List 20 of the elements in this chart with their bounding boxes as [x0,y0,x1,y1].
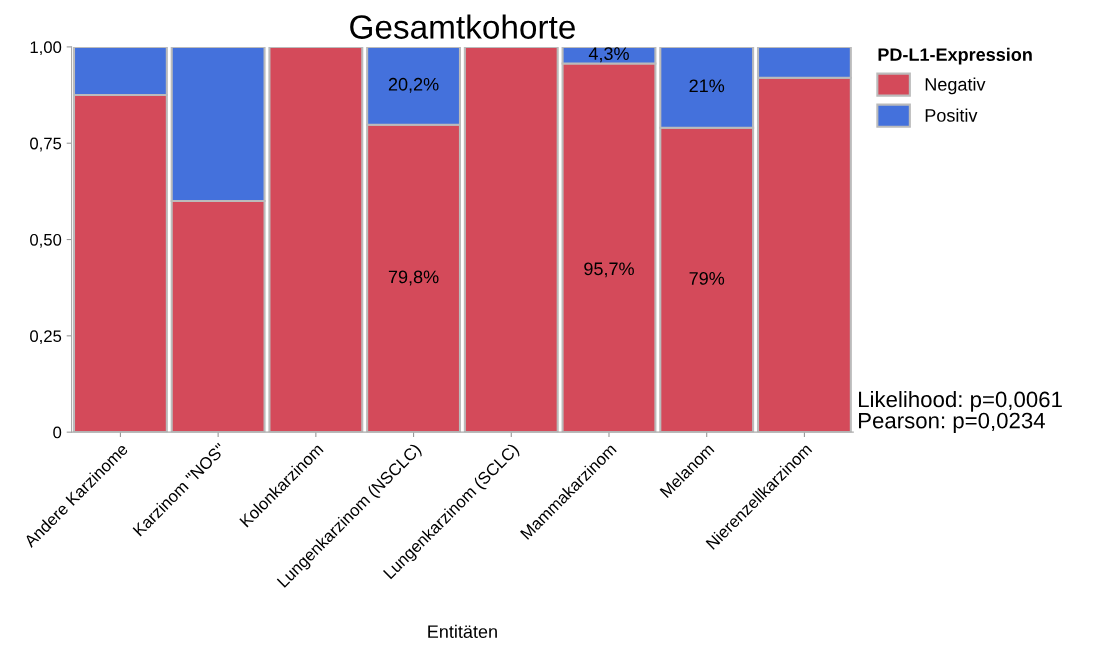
y-tick-label: 0,75 [30,137,62,152]
text: Likelihood: p=0,0061 [859,390,1062,412]
bar [268,46,364,433]
bar [463,46,559,433]
data-label: 79% [689,272,725,285]
y-tick-label: 0,25 [30,330,62,345]
x-axis-title: Entitäten [428,624,497,639]
data-label: 4,3% [588,47,629,63]
data-label: 20,2% [388,77,439,93]
legend-label: Positiv [925,108,978,122]
y-tick-label: 0 [53,426,62,439]
data-label: 21% [689,79,725,93]
data-label: 79,8% [388,270,439,286]
chart-title: Gesamtkohorte [350,14,575,39]
y-tick-label: 1,00 [30,41,62,56]
y-tick-label: 0,50 [30,233,62,248]
text: Pearson: p=0,0234 [859,412,1045,433]
data-label: 95,7% [584,262,634,278]
legend-title: PD-L1-Expression [878,47,1032,65]
legend-label: Negativ [925,77,986,95]
